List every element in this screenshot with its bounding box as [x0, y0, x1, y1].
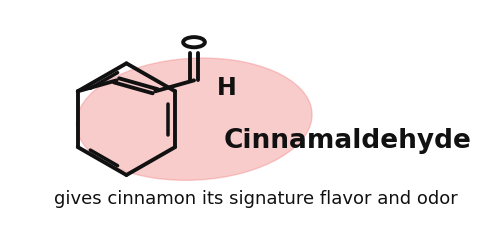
Text: H: H	[218, 76, 237, 100]
Text: gives cinnamon its signature flavor and odor: gives cinnamon its signature flavor and …	[54, 190, 458, 208]
Text: Cinnamaldehyde: Cinnamaldehyde	[224, 128, 471, 154]
Ellipse shape	[76, 58, 312, 180]
